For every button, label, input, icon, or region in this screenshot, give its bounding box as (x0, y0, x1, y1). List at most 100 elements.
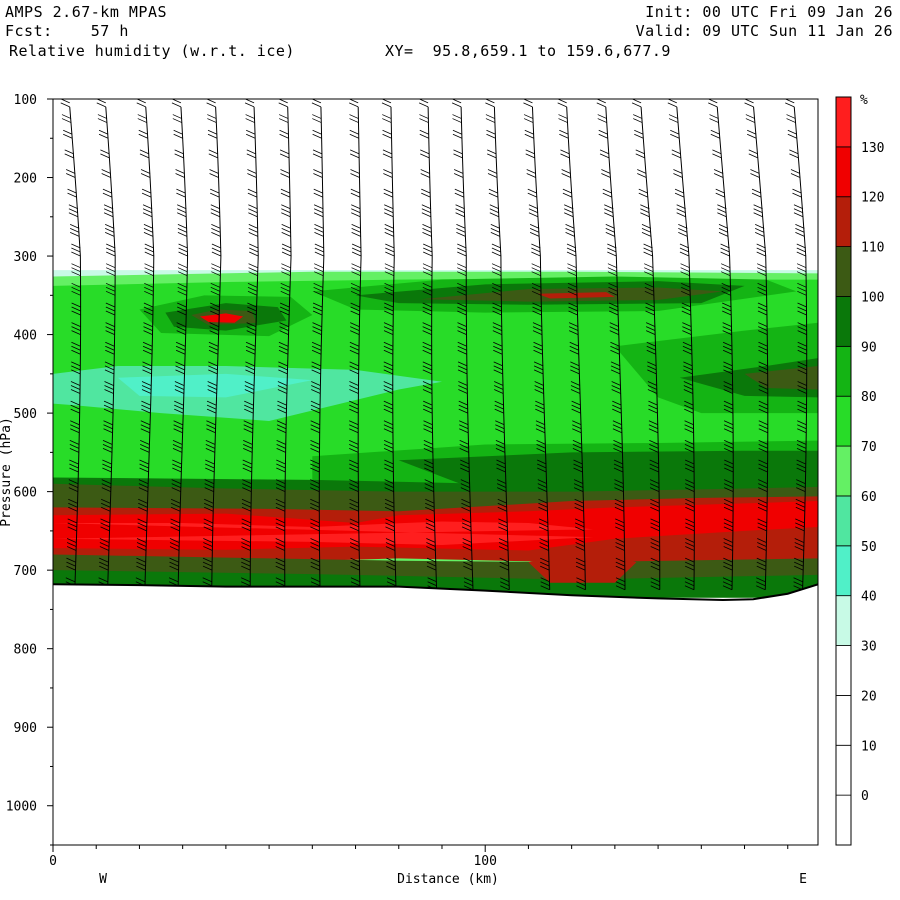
wind-barb (177, 228, 188, 233)
wind-barb (569, 345, 579, 351)
wind-barb (350, 192, 361, 198)
wind-barb (277, 385, 288, 390)
wind-barb (638, 188, 648, 194)
wind-barb (349, 526, 360, 532)
wind-barb (789, 153, 799, 159)
wind-barb (172, 463, 182, 469)
wind-barb (279, 330, 289, 335)
wind-barb (499, 565, 509, 571)
wind-barb (248, 267, 258, 273)
wind-barb (208, 149, 218, 155)
wind-barb (457, 251, 467, 257)
rh-band (199, 313, 244, 323)
wind-barb (67, 518, 77, 524)
wind-barb (276, 459, 286, 465)
wind-barb (490, 228, 500, 233)
wind-barb (100, 506, 111, 512)
wind-barb (211, 267, 221, 273)
wind-barb (384, 282, 394, 288)
wind-barb (724, 444, 734, 449)
wind-barb (794, 557, 804, 563)
wind-barb (615, 561, 625, 567)
wind-barb (794, 561, 804, 567)
wind-barb (708, 102, 718, 108)
wind-barb (71, 243, 81, 249)
wind-barb (422, 224, 432, 229)
wind-barb (425, 518, 435, 524)
wind-barb (203, 538, 213, 543)
wind-barb (105, 263, 116, 269)
wind-barb (350, 169, 360, 174)
wind-barb (458, 408, 468, 414)
wind-barb (793, 581, 803, 587)
wind-barb (207, 385, 217, 390)
wind-barb (63, 129, 73, 135)
wind-barb (351, 228, 361, 233)
wind-barb (534, 389, 544, 394)
wind-barb (102, 463, 112, 469)
xy-range: XY= 95.8,659.1 to 159.6,677.9 (385, 43, 671, 60)
wind-barb (495, 424, 505, 430)
wind-barb (102, 188, 113, 194)
wind-barb (422, 286, 432, 292)
wind-barb (612, 428, 623, 434)
wind-barb (245, 345, 256, 351)
wind-barb (138, 502, 148, 508)
wind-barb (310, 506, 320, 512)
wind-barb (753, 208, 763, 214)
wind-barb (614, 483, 624, 488)
wind-barb (426, 557, 437, 563)
wind-barb (611, 385, 621, 390)
wind-barb (492, 302, 502, 308)
wind-barb (426, 538, 436, 543)
wind-barb (457, 330, 467, 335)
wind-barb (243, 440, 253, 445)
wind-barb (574, 506, 584, 512)
wind-barb (384, 263, 395, 269)
wind-barb (202, 577, 212, 583)
wind-barb (649, 483, 660, 488)
wind-barb (649, 487, 660, 492)
wind-barb (204, 498, 214, 504)
wind-barb (533, 365, 544, 371)
wind-barb (650, 526, 660, 532)
wind-barb (382, 153, 393, 159)
wind-barb (747, 133, 757, 139)
wind-barb (575, 542, 585, 547)
wind-barb (275, 557, 285, 563)
wind-barb (173, 424, 183, 430)
wind-barb (462, 546, 472, 551)
wind-barb (523, 99, 533, 104)
wind-barb (313, 208, 324, 214)
wind-barb (386, 565, 396, 571)
wind-barb (350, 173, 360, 178)
wind-barb (533, 369, 544, 375)
wind-barb (667, 99, 677, 104)
wind-barb (537, 483, 547, 488)
wind-barb (426, 546, 436, 551)
wind-barb (170, 502, 181, 508)
wind-barb (384, 463, 394, 469)
wind-barb (385, 526, 395, 532)
colorbar-swatch (835, 645, 852, 696)
wind-barb (275, 479, 286, 484)
wind-barb (314, 228, 324, 233)
wind-barb (645, 306, 655, 312)
wind-barb (527, 188, 537, 194)
wind-barb (614, 479, 624, 484)
wind-barb (722, 585, 733, 591)
wind-barb (756, 251, 766, 257)
wind-barb (349, 479, 359, 484)
colorbar-swatch (835, 744, 852, 796)
wind-barb (136, 565, 146, 571)
wind-barb (794, 546, 804, 551)
wind-barb (755, 232, 765, 237)
wind-barb (723, 428, 734, 434)
wind-barb (61, 114, 72, 119)
wind-barb (248, 224, 258, 229)
wind-barb (492, 282, 502, 288)
wind-barb (684, 444, 695, 449)
wind-barb (175, 361, 185, 367)
wind-barb (175, 369, 185, 375)
wind-barb (425, 506, 435, 512)
